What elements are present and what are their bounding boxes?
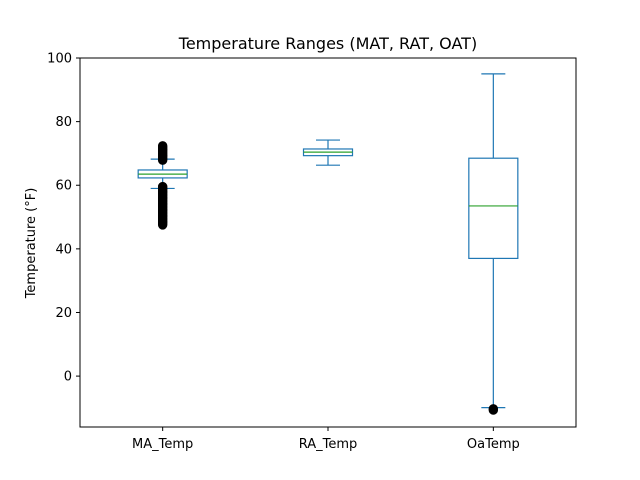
plot-area (137, 73, 519, 415)
plot-frame (79, 57, 577, 428)
x-tick-label: OaTemp (467, 437, 520, 452)
y-tick-label: 20 (55, 306, 72, 321)
y-axis-label: Temperature (°F) (24, 188, 39, 300)
chart-title: Temperature Ranges (MAT, RAT, OAT) (178, 34, 477, 53)
outlier-point (157, 155, 168, 165)
y-tick-label: 60 (55, 179, 72, 194)
y-tick-label: 80 (55, 115, 72, 130)
x-axis: MA_Temp RA_Temp OaTemp (132, 427, 520, 452)
y-tick-label: 0 (64, 370, 72, 385)
box-ra-temp (302, 139, 354, 166)
iqr-box (468, 157, 519, 260)
x-tick-label: MA_Temp (132, 437, 193, 452)
outlier-point (157, 220, 168, 230)
box-oatemp (468, 73, 519, 415)
y-axis: 0 20 40 60 80 100 (47, 52, 80, 385)
outlier-point (488, 405, 499, 415)
x-tick-label: RA_Temp (299, 437, 358, 452)
y-tick-label: 40 (55, 242, 72, 257)
y-tick-label: 100 (47, 52, 72, 67)
box-ma-temp (137, 141, 188, 230)
